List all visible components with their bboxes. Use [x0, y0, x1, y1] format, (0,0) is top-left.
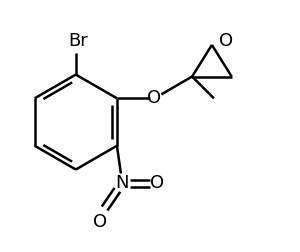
Text: N: N [115, 174, 129, 192]
Text: O: O [148, 89, 162, 107]
Text: O: O [93, 213, 107, 231]
Text: Br: Br [68, 32, 88, 50]
Text: O: O [150, 174, 164, 192]
Text: O: O [219, 32, 233, 50]
